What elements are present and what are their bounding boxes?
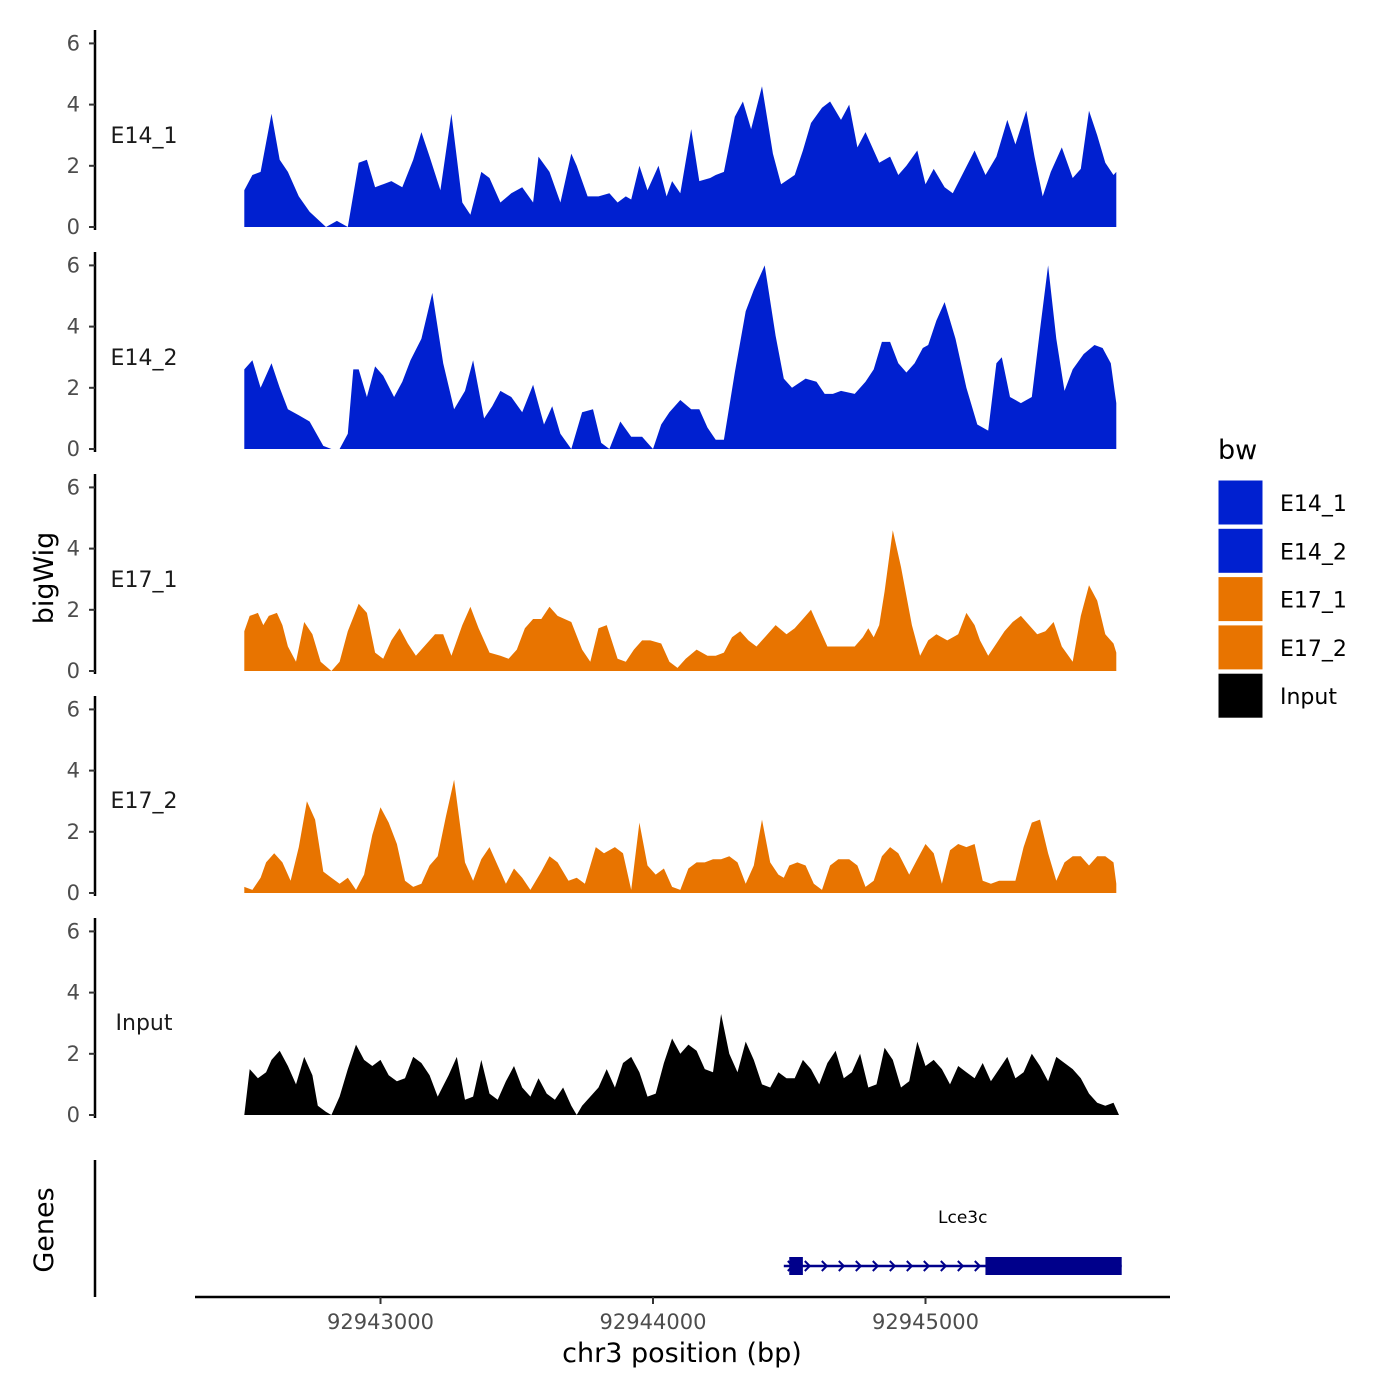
strand-chevron xyxy=(957,1260,965,1272)
y-axis-title: bigWig xyxy=(29,532,60,625)
legend-swatch-E17_1 xyxy=(1217,576,1264,623)
strand-chevron xyxy=(974,1260,982,1272)
x-tick-label: 92944000 xyxy=(600,1310,707,1334)
y-tick-label: 2 xyxy=(67,1042,80,1066)
x-axis-title: chr3 position (bp) xyxy=(562,1338,802,1369)
y-tick-label: 0 xyxy=(67,1103,80,1127)
track-E17_2: 0 2 4 6 E17_2 xyxy=(67,696,1117,905)
legend-label-E17_1: E17_1 xyxy=(1280,589,1347,614)
y-tick-label: 6 xyxy=(67,697,80,721)
gene-exon xyxy=(789,1257,803,1275)
y-tick-label: 6 xyxy=(67,919,80,943)
y-tick-label: 4 xyxy=(67,981,80,1005)
strand-chevron xyxy=(872,1260,880,1272)
legend-title: bw xyxy=(1218,435,1257,466)
coverage-tracks: 0 2 4 6 E14_1 0 2 4 6 E14_2 0 2 4 6 E17_1 0 2 4 6 E17_2 0 2 4 6… xyxy=(67,30,1120,1127)
legend-label-E14_2: E14_2 xyxy=(1280,540,1347,565)
strand-chevron xyxy=(940,1260,948,1272)
gene-Lce3c: Lce3c xyxy=(783,1208,1122,1275)
track-label-E17_1: E17_1 xyxy=(111,568,178,593)
genes-axis-title: Genes xyxy=(29,1187,60,1272)
track-label-E17_2: E17_2 xyxy=(111,789,178,814)
coverage-area-E14_1 xyxy=(244,86,1117,227)
strand-chevron xyxy=(889,1260,897,1272)
y-tick-label: 4 xyxy=(67,759,80,783)
strand-chevron xyxy=(923,1260,931,1272)
x-tick-label: 92945000 xyxy=(872,1310,979,1334)
coverage-area-Input xyxy=(244,1014,1120,1115)
legend-swatch-E17_2 xyxy=(1217,624,1264,671)
y-tick-label: 0 xyxy=(67,659,80,683)
gene-exon xyxy=(985,1257,1122,1275)
genes-track: Lce3c xyxy=(93,1160,1122,1297)
y-tick-label: 6 xyxy=(67,475,80,499)
track-label-E14_1: E14_1 xyxy=(111,124,178,149)
track-E17_1: 0 2 4 6 E17_1 xyxy=(67,474,1117,683)
y-tick-label: 0 xyxy=(67,215,80,239)
track-E14_2: 0 2 4 6 E14_2 xyxy=(67,252,1117,461)
y-tick-label: 2 xyxy=(67,820,80,844)
x-axis: 92943000 92944000 92945000 xyxy=(195,1295,1170,1334)
strand-chevron xyxy=(855,1260,863,1272)
y-tick-label: 4 xyxy=(67,315,80,339)
track-label-Input: Input xyxy=(116,1011,173,1036)
x-tick-label: 92943000 xyxy=(327,1310,434,1334)
y-tick-label: 2 xyxy=(67,154,80,178)
strand-chevron xyxy=(821,1260,829,1272)
legend: bw E14_1 E14_2 E17_1 E17_2 Input xyxy=(1217,435,1347,719)
coverage-area-E17_1 xyxy=(244,530,1117,671)
y-tick-label: 6 xyxy=(67,253,80,277)
gene-label: Lce3c xyxy=(938,1208,987,1228)
y-tick-label: 2 xyxy=(67,598,80,622)
coverage-area-E14_2 xyxy=(244,265,1117,449)
strand-chevron xyxy=(906,1260,914,1272)
y-tick-label: 2 xyxy=(67,376,80,400)
y-tick-label: 6 xyxy=(67,31,80,55)
track-Input: 0 2 4 6 Input xyxy=(67,918,1120,1127)
legend-swatch-Input xyxy=(1217,672,1264,719)
track-label-E14_2: E14_2 xyxy=(111,346,178,371)
strand-chevron xyxy=(804,1260,812,1272)
y-tick-label: 0 xyxy=(67,437,80,461)
y-tick-label: 4 xyxy=(67,537,80,561)
legend-label-E17_2: E17_2 xyxy=(1280,637,1347,662)
strand-chevron xyxy=(838,1260,846,1272)
legend-label-E14_1: E14_1 xyxy=(1280,492,1347,517)
legend-label-Input: Input xyxy=(1280,685,1337,710)
legend-swatch-E14_2 xyxy=(1217,527,1264,574)
legend-swatch-E14_1 xyxy=(1217,479,1264,526)
coverage-area-E17_2 xyxy=(244,779,1117,893)
y-tick-label: 4 xyxy=(67,93,80,117)
y-tick-label: 0 xyxy=(67,881,80,905)
track-E14_1: 0 2 4 6 E14_1 xyxy=(67,30,1117,239)
